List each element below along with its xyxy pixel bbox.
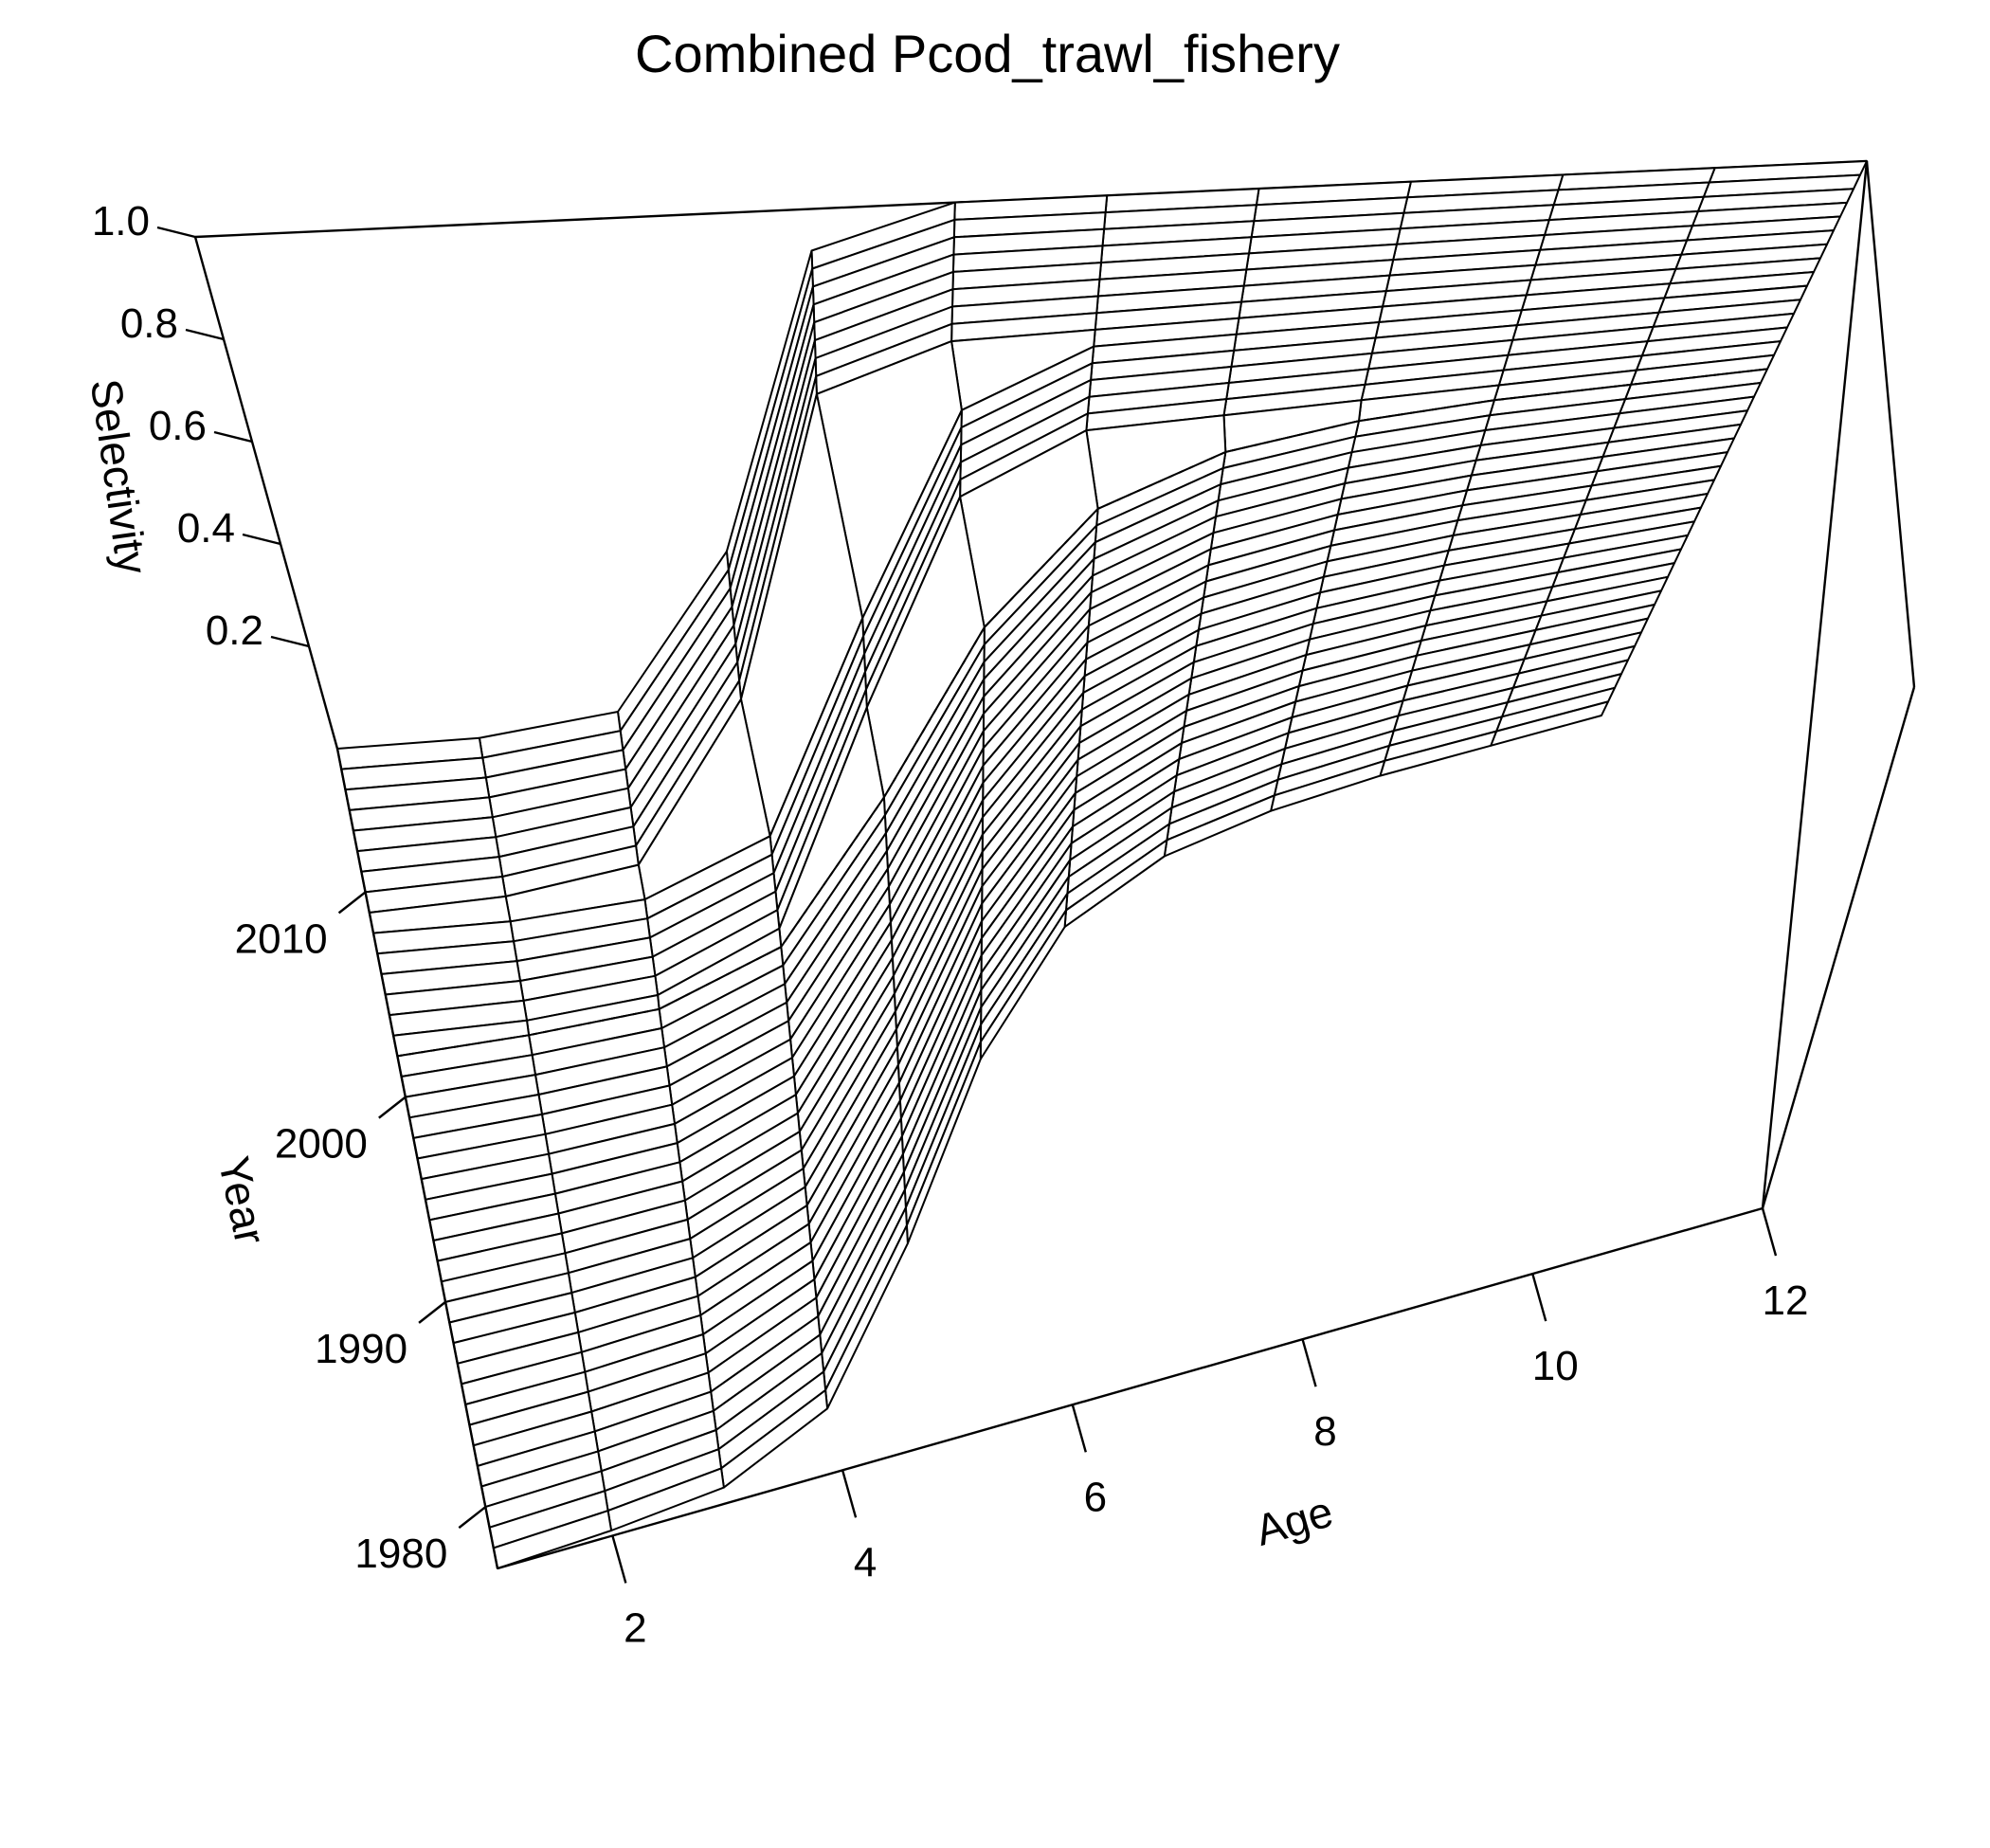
chart-title: Combined Pcod_trawl_fishery <box>635 24 1340 83</box>
z-tick-mark <box>185 328 225 341</box>
x-tick-label: 6 <box>1084 1474 1107 1520</box>
z-tick-mark <box>270 635 310 648</box>
x-tick-label: 12 <box>1763 1277 1809 1324</box>
box-edge-left-bottom <box>335 748 499 1569</box>
x-tick-mark <box>1301 1338 1317 1387</box>
z-tick-label: 0.6 <box>149 403 207 449</box>
y-tick-mark <box>418 1300 446 1324</box>
y-tick-mark <box>337 891 367 915</box>
box-edge-right-diagonal <box>1761 160 1869 1209</box>
selectivity-surface <box>336 160 1868 1569</box>
box-front-edges <box>335 686 1916 1570</box>
box-edge-front-bottom <box>497 1206 1764 1570</box>
z-tick-label: 1.0 <box>92 198 150 245</box>
x-tick-label: 4 <box>854 1539 877 1585</box>
x-tick-mark <box>1071 1404 1087 1453</box>
x-tick-mark <box>1531 1273 1547 1322</box>
y-tick-label: 1990 <box>315 1326 407 1372</box>
z-tick-mark <box>156 226 196 239</box>
x-tick-label: 2 <box>624 1604 646 1651</box>
x-tick-mark <box>841 1470 858 1518</box>
z-tick-label: 0.4 <box>177 505 235 552</box>
z-tick-label: 0.2 <box>206 607 263 654</box>
z-tick-label: 0.8 <box>120 300 178 347</box>
box-edge-right-bottom <box>1761 686 1916 1209</box>
x-tick-label: 8 <box>1313 1408 1336 1455</box>
x-tick-mark <box>611 1535 627 1584</box>
y-tick-label: 2010 <box>235 915 328 962</box>
axes: 2 4 6 8 10 12 1980 1990 2000 2010 0.2 0.4 0.6 0.8 1.0 <box>92 198 1809 1651</box>
y-tick-mark <box>378 1096 407 1119</box>
y-tick-label: 2000 <box>275 1121 368 1168</box>
box-edge-back-right-vertical <box>1865 160 1916 688</box>
z-tick-mark <box>213 430 253 444</box>
y-tick-mark <box>458 1506 487 1530</box>
box-edge-back-left-vertical <box>193 236 339 750</box>
x-tick-label: 10 <box>1532 1343 1579 1389</box>
y-tick-label: 1980 <box>354 1531 447 1577</box>
z-tick-mark <box>242 533 281 546</box>
x-tick-mark <box>1761 1207 1778 1257</box>
